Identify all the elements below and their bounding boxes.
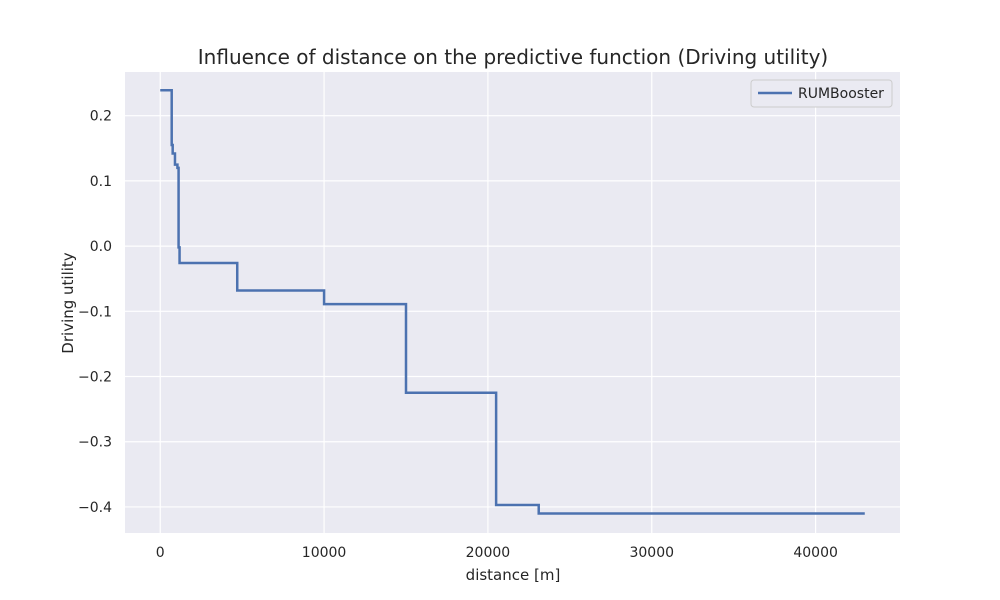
x-gridlines: [159, 72, 817, 533]
y-tick-label: −0.2: [78, 370, 112, 386]
series-group: [160, 89, 865, 515]
x-tick-label: 30000: [629, 545, 674, 561]
legend-label: RUMBooster: [798, 86, 884, 102]
x-tick-label: 0: [156, 545, 165, 561]
y-tick-labels: 0.2 0.1 0.0 −0.1 −0.2 −0.3 −0.4: [78, 109, 112, 516]
chart-title: Influence of distance on the predictive …: [198, 45, 828, 69]
x-tick-label: 10000: [302, 545, 347, 561]
y-axis-label: Driving utility: [59, 252, 77, 353]
y-tick-label: −0.1: [78, 304, 112, 320]
plot-area: [125, 72, 900, 533]
x-tick-labels: 0 10000 20000 30000 40000: [156, 545, 838, 561]
x-tick-label: 40000: [793, 545, 838, 561]
x-axis-label: distance [m]: [466, 566, 561, 584]
y-tick-label: 0.2: [90, 109, 112, 125]
y-tick-label: 0.0: [90, 239, 112, 255]
y-tick-label: 0.1: [90, 174, 112, 190]
series-line-rumbooster: [160, 89, 865, 515]
y-gridlines: [125, 115, 900, 508]
y-tick-label: −0.3: [78, 435, 112, 451]
y-tick-label: −0.4: [78, 500, 112, 516]
legend: RUMBooster: [750, 79, 893, 108]
x-tick-label: 20000: [466, 545, 511, 561]
legend-box: [750, 79, 893, 108]
